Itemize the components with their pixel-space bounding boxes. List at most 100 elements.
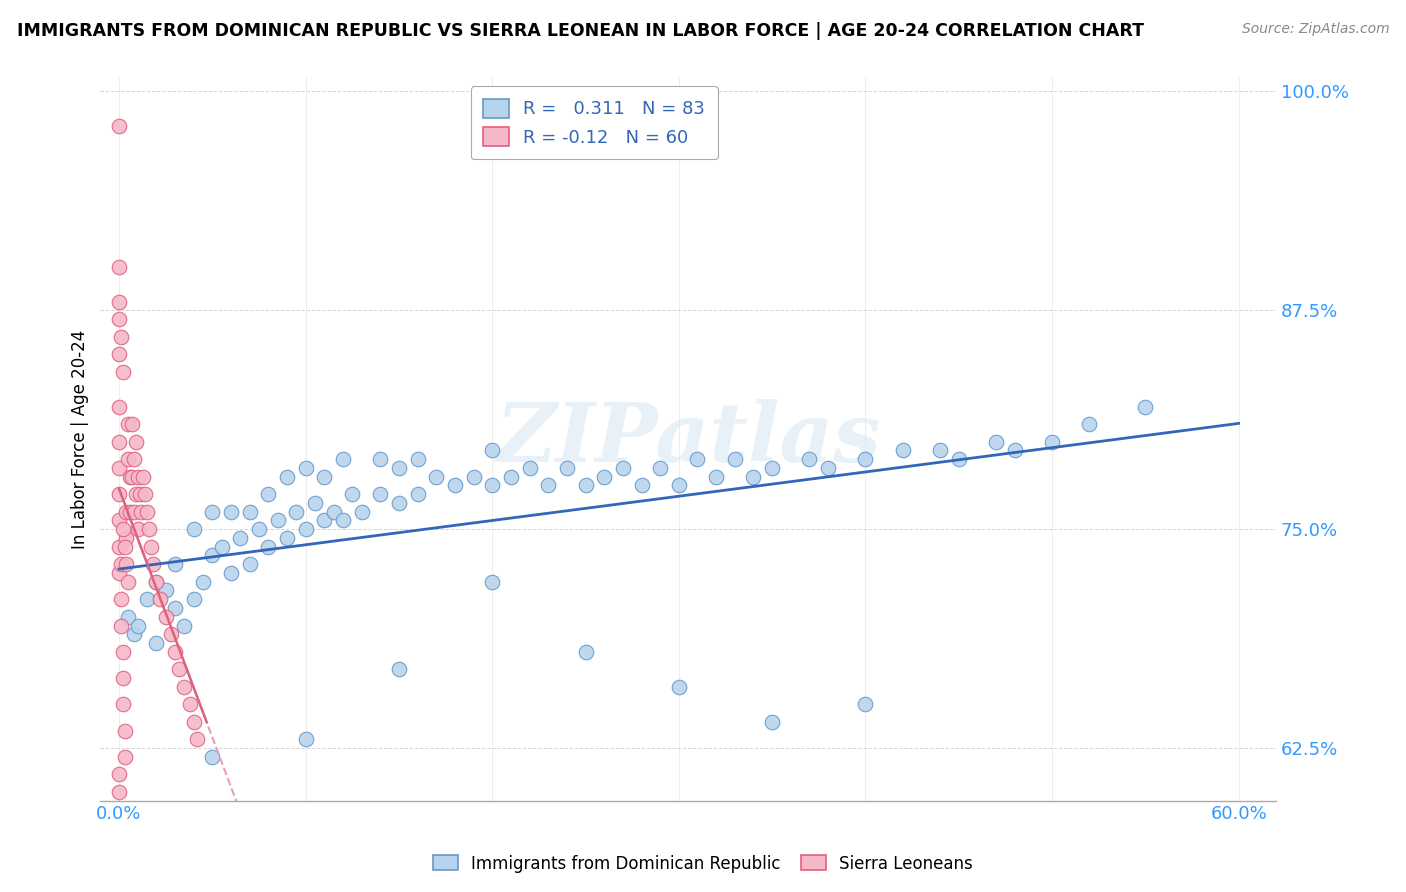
Point bbox=[108, 434, 131, 449]
Point bbox=[110, 329, 132, 343]
Legend: Immigrants from Dominican Republic, Sierra Leoneans: Immigrants from Dominican Republic, Sier… bbox=[426, 848, 980, 880]
Point bbox=[115, 558, 138, 572]
Point bbox=[285, 505, 308, 519]
Point bbox=[388, 662, 411, 676]
Point bbox=[163, 645, 186, 659]
Point bbox=[742, 469, 765, 483]
Point bbox=[463, 469, 485, 483]
Point bbox=[1004, 443, 1026, 458]
Point bbox=[406, 487, 429, 501]
Point bbox=[128, 487, 150, 501]
Point bbox=[891, 443, 914, 458]
Point bbox=[117, 609, 139, 624]
Point bbox=[799, 452, 821, 467]
Point bbox=[108, 400, 131, 414]
Point bbox=[108, 540, 131, 554]
Point bbox=[183, 592, 205, 607]
Point bbox=[201, 749, 224, 764]
Point bbox=[247, 522, 270, 536]
Point bbox=[668, 680, 690, 694]
Point bbox=[294, 522, 316, 536]
Point bbox=[136, 505, 159, 519]
Point bbox=[537, 478, 560, 492]
Point bbox=[138, 522, 160, 536]
Point bbox=[368, 487, 391, 501]
Point bbox=[266, 513, 288, 527]
Point bbox=[650, 461, 672, 475]
Point bbox=[201, 505, 224, 519]
Point bbox=[630, 478, 652, 492]
Point bbox=[131, 505, 153, 519]
Point bbox=[179, 698, 201, 712]
Point bbox=[761, 461, 783, 475]
Point bbox=[704, 469, 727, 483]
Point bbox=[686, 452, 709, 467]
Point bbox=[163, 558, 186, 572]
Point bbox=[108, 767, 131, 781]
Point bbox=[229, 531, 252, 545]
Point bbox=[108, 120, 131, 134]
Point bbox=[186, 732, 208, 747]
Point bbox=[444, 478, 467, 492]
Point bbox=[612, 461, 634, 475]
Point bbox=[239, 505, 262, 519]
Point bbox=[145, 574, 167, 589]
Point bbox=[108, 260, 131, 274]
Point bbox=[1078, 417, 1101, 431]
Point bbox=[110, 558, 132, 572]
Point bbox=[125, 434, 148, 449]
Point bbox=[108, 487, 131, 501]
Point bbox=[136, 592, 159, 607]
Point bbox=[257, 540, 280, 554]
Point bbox=[120, 505, 142, 519]
Point bbox=[668, 478, 690, 492]
Point bbox=[304, 496, 326, 510]
Point bbox=[322, 505, 344, 519]
Point bbox=[929, 443, 952, 458]
Point bbox=[111, 365, 134, 379]
Point bbox=[111, 522, 134, 536]
Point bbox=[121, 469, 143, 483]
Point bbox=[117, 417, 139, 431]
Point bbox=[149, 592, 172, 607]
Point bbox=[519, 461, 541, 475]
Point bbox=[114, 723, 136, 738]
Point bbox=[145, 574, 167, 589]
Point bbox=[111, 671, 134, 685]
Point bbox=[110, 592, 132, 607]
Point bbox=[211, 540, 233, 554]
Point bbox=[574, 645, 596, 659]
Point bbox=[332, 513, 354, 527]
Point bbox=[425, 469, 447, 483]
Point bbox=[342, 487, 364, 501]
Point bbox=[855, 452, 877, 467]
Point bbox=[117, 452, 139, 467]
Point bbox=[121, 417, 143, 431]
Point bbox=[110, 618, 132, 632]
Point bbox=[111, 645, 134, 659]
Point bbox=[115, 531, 138, 545]
Point bbox=[155, 583, 177, 598]
Point bbox=[239, 558, 262, 572]
Point bbox=[122, 505, 145, 519]
Point bbox=[276, 531, 298, 545]
Point bbox=[134, 487, 156, 501]
Point bbox=[183, 522, 205, 536]
Point bbox=[132, 469, 155, 483]
Point bbox=[127, 522, 149, 536]
Point bbox=[481, 443, 503, 458]
Point bbox=[120, 469, 142, 483]
Text: IMMIGRANTS FROM DOMINICAN REPUBLIC VS SIERRA LEONEAN IN LABOR FORCE | AGE 20-24 : IMMIGRANTS FROM DOMINICAN REPUBLIC VS SI… bbox=[17, 22, 1144, 40]
Point bbox=[173, 618, 195, 632]
Point bbox=[350, 505, 373, 519]
Legend: R =   0.311   N = 83, R = -0.12   N = 60: R = 0.311 N = 83, R = -0.12 N = 60 bbox=[471, 87, 717, 160]
Point bbox=[173, 680, 195, 694]
Point bbox=[127, 469, 149, 483]
Point bbox=[574, 478, 596, 492]
Point bbox=[481, 478, 503, 492]
Point bbox=[314, 513, 336, 527]
Point bbox=[555, 461, 578, 475]
Point bbox=[108, 347, 131, 361]
Point bbox=[108, 513, 131, 527]
Point bbox=[191, 574, 214, 589]
